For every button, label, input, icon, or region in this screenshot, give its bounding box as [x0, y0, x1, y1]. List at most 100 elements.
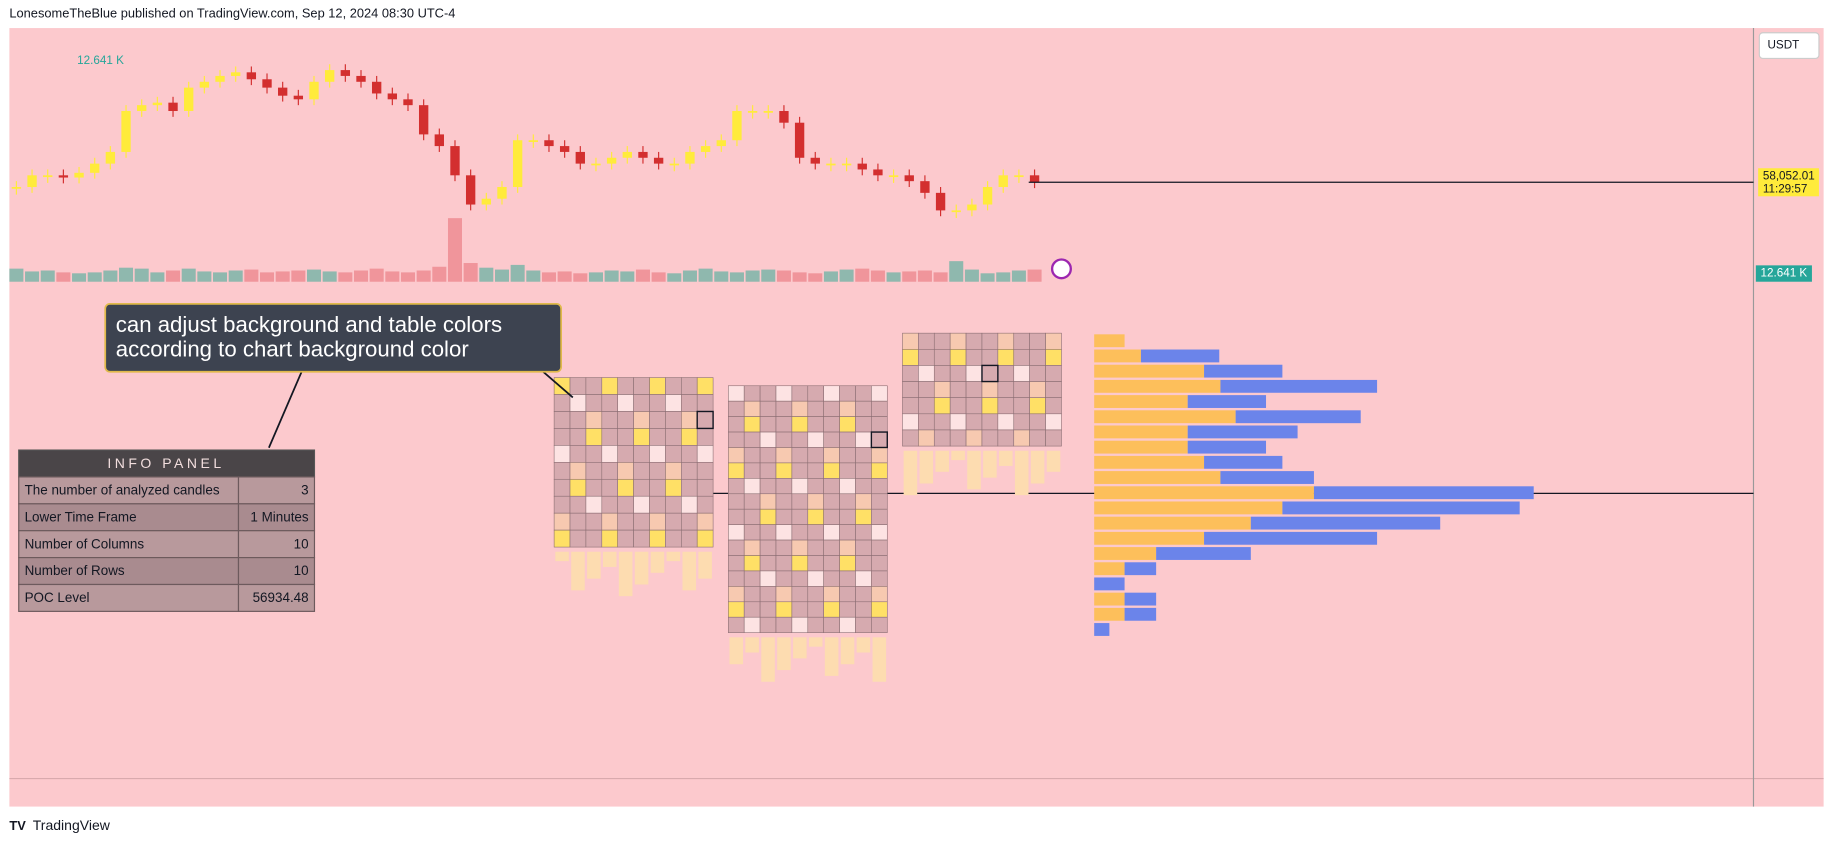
footprint-cell [743, 493, 761, 510]
footprint-cell [743, 447, 761, 464]
footprint-cell [633, 478, 650, 497]
footprint-cell [569, 428, 587, 446]
info-row [18, 583, 240, 612]
footprint-cell [807, 400, 824, 417]
volume-bar [150, 272, 165, 282]
volume-bar [432, 266, 447, 282]
footprint-cell [823, 508, 840, 525]
footprint-cell [855, 447, 872, 464]
footprint-cell [871, 524, 888, 541]
volume-bar [839, 269, 854, 282]
footprint-cell [807, 539, 824, 556]
volume-bar [933, 272, 948, 282]
profile-sell [1187, 395, 1267, 408]
footprint-cell [759, 601, 777, 618]
footprint-cell [617, 445, 634, 463]
footprint-cell [791, 539, 809, 556]
footprint-cell [855, 555, 872, 572]
footprint-cell [681, 428, 698, 446]
footprint-cell [839, 385, 856, 402]
footprint-cell [553, 411, 571, 429]
footprint-volume [682, 551, 697, 591]
footprint-cell [775, 478, 793, 495]
footprint-cell [855, 493, 872, 510]
candle [387, 93, 398, 100]
footprint-cell [981, 365, 999, 382]
info-row [237, 557, 316, 586]
profile-sell [1235, 410, 1361, 424]
candle [512, 140, 523, 188]
info-value: 56934.48 [253, 590, 309, 605]
footer-brand: TradingView [33, 817, 111, 833]
footprint-cell [553, 529, 571, 548]
volume-bar [197, 271, 212, 282]
footprint-cell [981, 381, 999, 398]
candle [544, 140, 554, 147]
footprint-cell [839, 493, 856, 510]
footprint-cell [997, 348, 1015, 366]
footprint-volume [587, 551, 601, 579]
footprint-cell [743, 570, 761, 587]
footprint-cell [1013, 381, 1030, 398]
volume-bar [25, 271, 40, 282]
candle [465, 175, 476, 205]
footprint-volume [951, 450, 965, 461]
footprint-cell [775, 539, 793, 556]
candle [137, 105, 147, 112]
candle [935, 192, 946, 211]
volume-bar [823, 271, 838, 282]
footprint-cell [743, 508, 761, 525]
footprint-cell [981, 348, 999, 366]
footprint-cell [569, 512, 587, 531]
info-label: Lower Time Frame [25, 509, 137, 524]
footprint-volume [650, 551, 665, 573]
footprint-cell [1029, 429, 1046, 447]
footprint-cell [743, 616, 761, 633]
info-row [237, 530, 316, 559]
volume-bar [964, 269, 979, 282]
footprint-cell [569, 462, 587, 480]
info-row [18, 530, 240, 559]
profile-sell [1282, 501, 1520, 515]
footprint-cell [743, 416, 761, 433]
footprint-cell [871, 462, 888, 479]
volume-bar [385, 271, 400, 282]
footprint-cell [553, 512, 571, 531]
volume-bar [166, 270, 181, 282]
candle [90, 163, 100, 173]
footprint-cell [839, 524, 856, 541]
footprint-cell [759, 586, 777, 603]
candle [669, 163, 679, 166]
footprint-volume [745, 637, 759, 653]
footprint-cell [871, 385, 888, 402]
footprint-cell [807, 508, 824, 525]
info-label: Number of Rows [25, 563, 125, 578]
footprint-cell [617, 462, 634, 480]
footprint-cell [1045, 413, 1062, 431]
info-label: The number of analyzed candles [25, 483, 220, 498]
footprint-cell [871, 508, 888, 525]
candle [794, 122, 805, 158]
footprint-cell [728, 431, 745, 448]
footprint-cell [775, 493, 793, 510]
candle [982, 187, 993, 205]
candle [199, 81, 210, 88]
footprint-cell [696, 462, 714, 480]
footprint-cell [871, 447, 888, 464]
legend-volume: 12.641 K [77, 54, 124, 67]
footprint-poc [981, 364, 999, 383]
footprint-cell [1013, 348, 1030, 366]
candle [434, 134, 445, 147]
candle [528, 140, 538, 142]
candle [841, 163, 852, 166]
footprint-cell [823, 478, 840, 495]
footprint-cell [791, 555, 809, 572]
currency: USDT [1768, 39, 1800, 52]
footprint-cell [759, 400, 777, 417]
footprint-cell [649, 411, 666, 429]
currency-box[interactable] [1758, 32, 1820, 60]
info-row [237, 583, 316, 612]
footprint-cell [965, 332, 983, 350]
volume-bar [494, 269, 509, 282]
footprint-cell [601, 529, 619, 548]
